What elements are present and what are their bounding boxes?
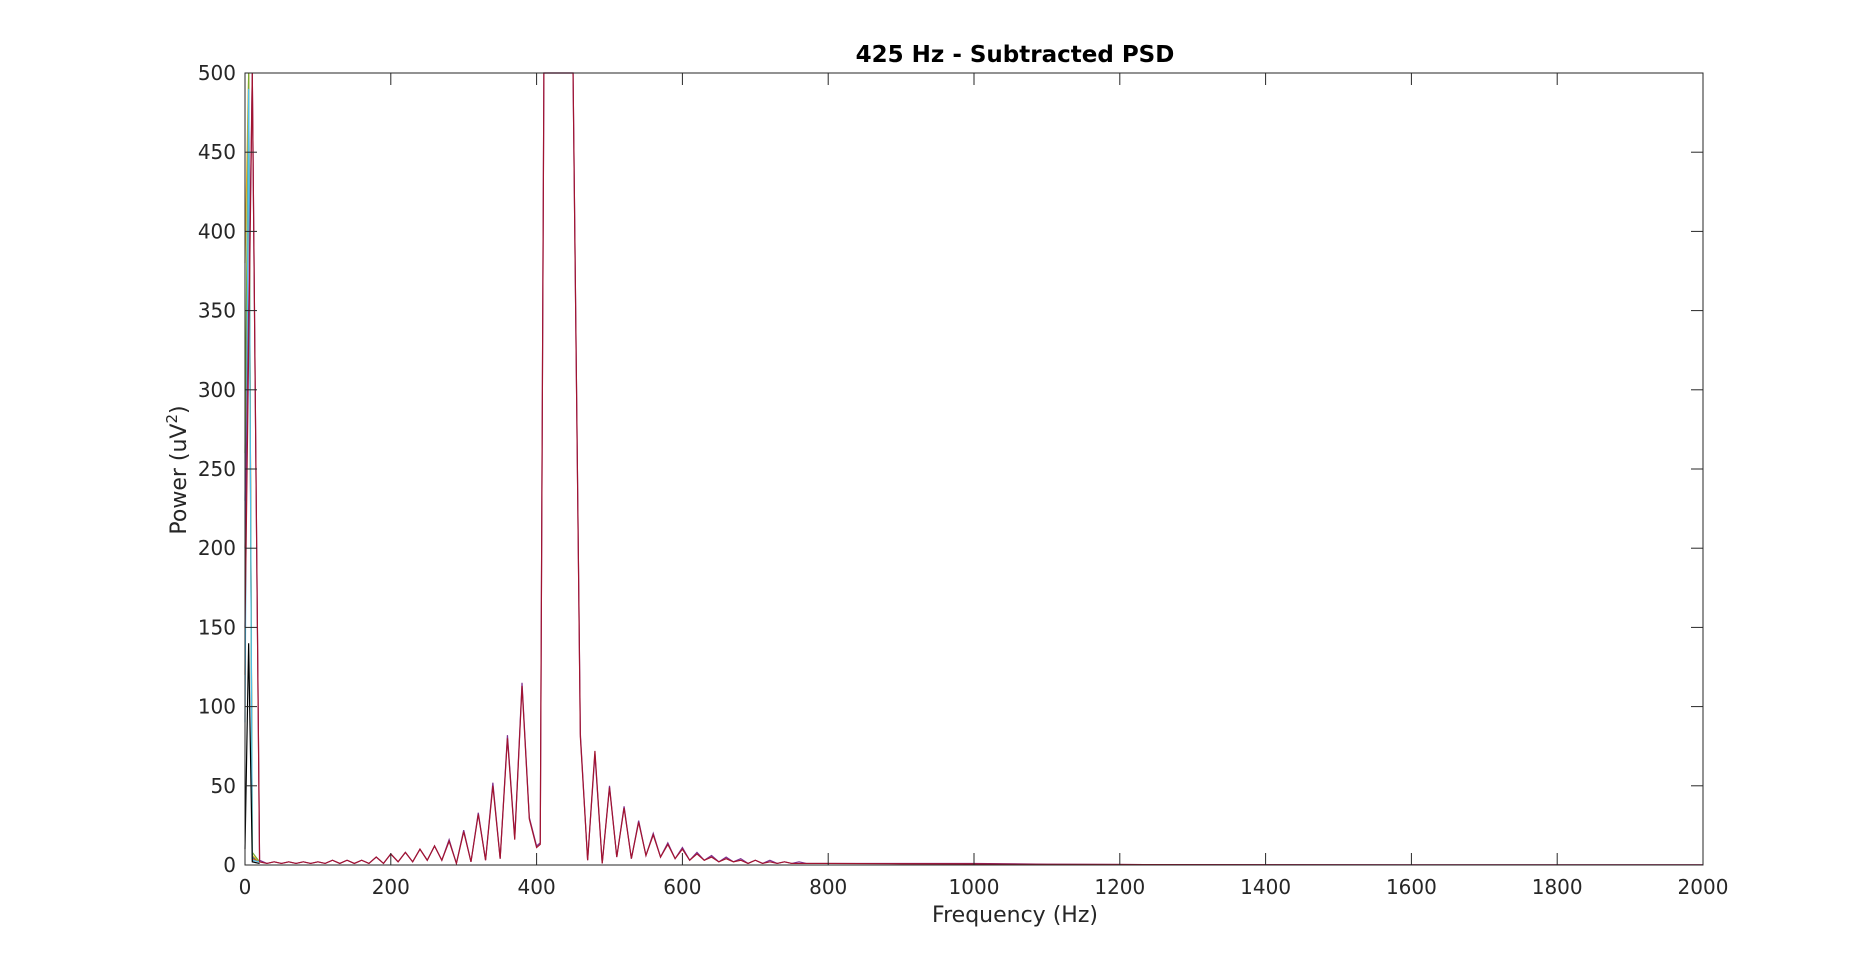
axes-box — [244, 72, 1704, 866]
y-tick-label: 350 — [198, 299, 236, 323]
y-tick-label: 100 — [198, 695, 236, 719]
x-tick-label: 1600 — [1386, 875, 1437, 899]
y-tick-label: 0 — [223, 853, 236, 877]
y-axis-label: Power (uV2) — [163, 405, 192, 534]
y-tick-label: 500 — [198, 61, 236, 85]
y-tick-label: 400 — [198, 219, 236, 243]
chart-title: 425 Hz - Subtracted PSD — [856, 42, 1175, 68]
x-tick-label: 800 — [809, 875, 847, 899]
x-tick-label: 200 — [372, 875, 410, 899]
x-tick-label: 1000 — [949, 875, 1000, 899]
y-tick-label: 200 — [198, 536, 236, 560]
x-tick-label: 400 — [518, 875, 556, 899]
y-tick-label: 250 — [198, 457, 236, 481]
x-tick-label: 1800 — [1532, 875, 1583, 899]
y-axis: 0 50 100 150 200 250 300 350 400 450 500 — [198, 61, 1703, 877]
y-axis-label-superscript: 2 — [163, 414, 181, 424]
y-tick-label: 50 — [211, 774, 236, 798]
channel-spike-line-6 — [244, 643, 260, 865]
x-tick-label: 1400 — [1240, 875, 1291, 899]
x-tick-label: 0 — [239, 875, 252, 899]
x-tick-label: 2000 — [1678, 875, 1729, 899]
plot-area — [244, 72, 1704, 866]
x-axis-label: Frequency (Hz) — [932, 903, 1098, 928]
psd-series-line-2 — [244, 72, 1703, 866]
y-tick-label: 150 — [198, 615, 236, 639]
y-tick-label: 450 — [198, 140, 236, 164]
x-tick-label: 1200 — [1094, 875, 1145, 899]
psd-series-line-1 — [244, 72, 1703, 866]
x-axis: 0 200 400 600 800 1000 1200 1400 1600 1800 2000 — [239, 73, 1729, 899]
y-tick-label: 300 — [198, 378, 236, 402]
x-tick-label: 600 — [663, 875, 701, 899]
